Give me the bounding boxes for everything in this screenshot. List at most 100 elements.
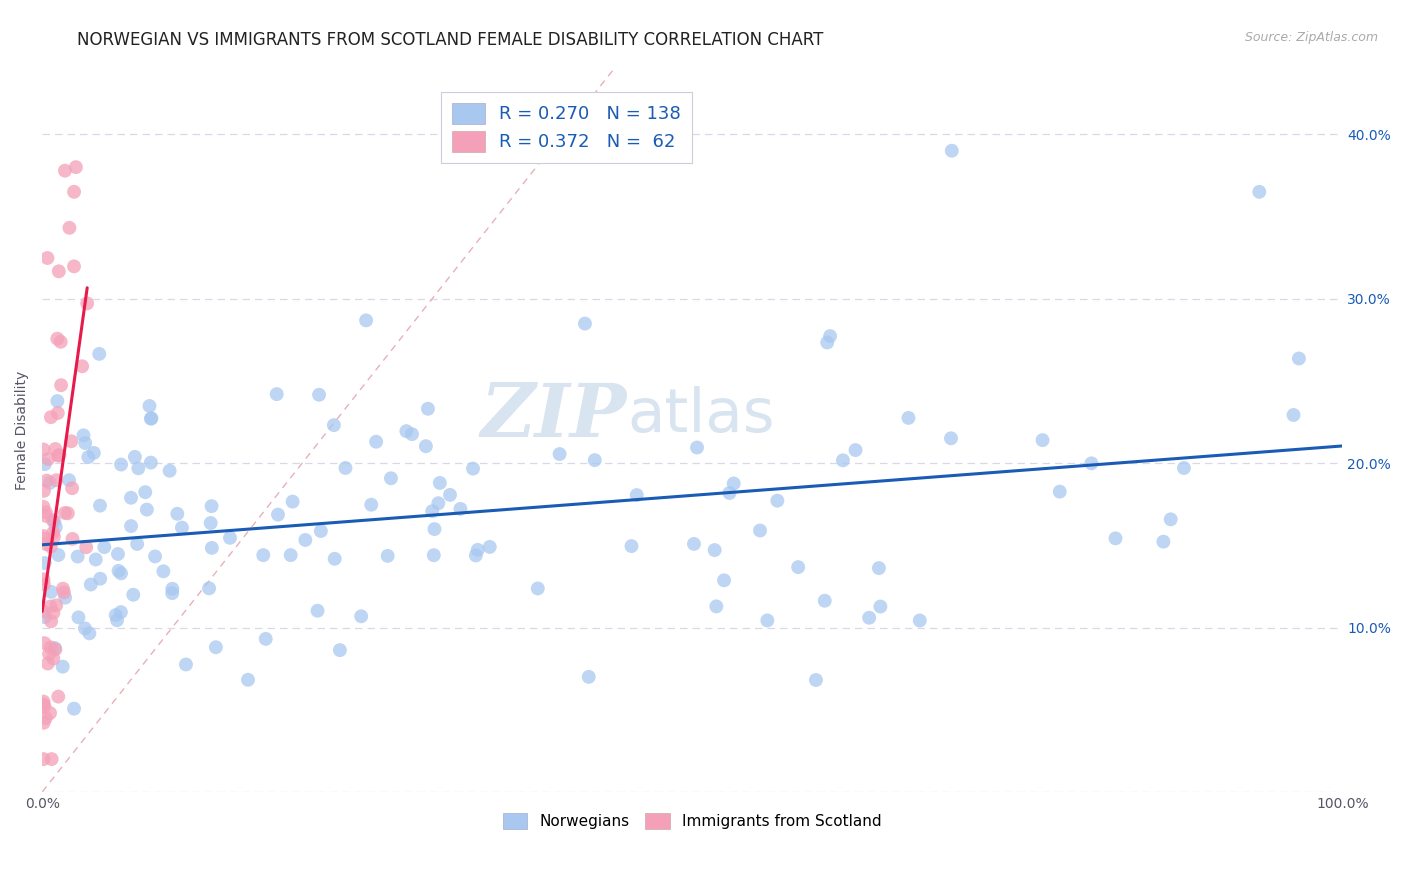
Point bbox=[723, 476, 745, 491]
Point bbox=[32, 752, 55, 766]
Point bbox=[574, 317, 596, 331]
Point bbox=[844, 443, 866, 458]
Point bbox=[467, 542, 489, 557]
Point bbox=[1152, 534, 1174, 549]
Point bbox=[415, 439, 437, 453]
Point bbox=[53, 585, 76, 599]
Point bbox=[56, 506, 79, 520]
Point bbox=[1160, 512, 1182, 526]
Point bbox=[198, 582, 221, 596]
Point bbox=[322, 418, 344, 433]
Point bbox=[124, 450, 146, 464]
Point bbox=[93, 540, 115, 554]
Point bbox=[45, 520, 67, 534]
Text: NORWEGIAN VS IMMIGRANTS FROM SCOTLAND FEMALE DISABILITY CORRELATION CHART: NORWEGIAN VS IMMIGRANTS FROM SCOTLAND FE… bbox=[77, 31, 824, 49]
Point bbox=[266, 387, 288, 401]
Point bbox=[76, 296, 98, 310]
Point bbox=[804, 673, 827, 687]
Point bbox=[42, 651, 65, 665]
Point bbox=[107, 564, 129, 578]
Point bbox=[200, 499, 222, 513]
Point bbox=[89, 572, 111, 586]
Point bbox=[107, 547, 129, 561]
Point bbox=[32, 529, 55, 543]
Point bbox=[34, 556, 56, 570]
Point bbox=[429, 475, 451, 490]
Point bbox=[32, 605, 55, 619]
Point bbox=[395, 424, 418, 438]
Point bbox=[49, 378, 72, 392]
Point bbox=[48, 449, 70, 463]
Point bbox=[814, 593, 837, 607]
Point bbox=[139, 411, 162, 425]
Point bbox=[139, 456, 162, 470]
Point bbox=[32, 577, 55, 591]
Point bbox=[308, 388, 330, 402]
Point bbox=[80, 577, 103, 591]
Point bbox=[787, 560, 810, 574]
Point bbox=[75, 540, 97, 554]
Point bbox=[38, 647, 60, 661]
Point bbox=[35, 508, 58, 523]
Point bbox=[39, 640, 62, 655]
Point bbox=[143, 549, 166, 564]
Point bbox=[236, 673, 259, 687]
Text: atlas: atlas bbox=[627, 386, 775, 445]
Point bbox=[280, 548, 302, 562]
Point bbox=[49, 334, 72, 349]
Point bbox=[34, 537, 56, 551]
Point bbox=[869, 599, 891, 614]
Point bbox=[41, 752, 63, 766]
Point bbox=[110, 605, 132, 619]
Point bbox=[120, 491, 142, 505]
Point bbox=[120, 519, 142, 533]
Point bbox=[756, 614, 779, 628]
Point bbox=[908, 614, 931, 628]
Point bbox=[423, 548, 446, 562]
Point bbox=[53, 591, 76, 605]
Legend: Norwegians, Immigrants from Scotland: Norwegians, Immigrants from Scotland bbox=[496, 806, 887, 835]
Point bbox=[52, 659, 75, 673]
Point bbox=[42, 513, 65, 527]
Point bbox=[104, 608, 127, 623]
Point bbox=[39, 599, 62, 614]
Point bbox=[44, 442, 66, 456]
Point bbox=[46, 332, 69, 346]
Point bbox=[526, 582, 548, 596]
Point bbox=[174, 657, 197, 672]
Point bbox=[35, 711, 58, 725]
Point bbox=[60, 434, 83, 449]
Point bbox=[53, 163, 76, 178]
Point bbox=[377, 549, 399, 563]
Point bbox=[48, 548, 70, 562]
Point bbox=[583, 453, 606, 467]
Point bbox=[832, 453, 855, 467]
Point bbox=[281, 494, 304, 508]
Point bbox=[32, 694, 55, 708]
Text: ZIP: ZIP bbox=[481, 379, 627, 452]
Point bbox=[354, 313, 377, 327]
Point bbox=[141, 411, 163, 425]
Point bbox=[420, 504, 443, 518]
Point bbox=[44, 642, 66, 657]
Point bbox=[46, 406, 69, 420]
Point bbox=[34, 699, 56, 714]
Text: Source: ZipAtlas.com: Source: ZipAtlas.com bbox=[1244, 31, 1378, 45]
Point bbox=[152, 564, 174, 578]
Point bbox=[67, 610, 90, 624]
Point bbox=[34, 457, 56, 471]
Point bbox=[1080, 456, 1102, 470]
Point bbox=[749, 524, 772, 538]
Point bbox=[89, 499, 111, 513]
Point bbox=[34, 610, 56, 624]
Point bbox=[34, 636, 56, 650]
Point bbox=[53, 506, 76, 520]
Point bbox=[713, 574, 735, 588]
Point bbox=[897, 410, 920, 425]
Point bbox=[1104, 532, 1126, 546]
Point bbox=[766, 493, 789, 508]
Point bbox=[427, 496, 450, 510]
Point bbox=[127, 537, 149, 551]
Point bbox=[858, 611, 880, 625]
Point bbox=[32, 573, 55, 587]
